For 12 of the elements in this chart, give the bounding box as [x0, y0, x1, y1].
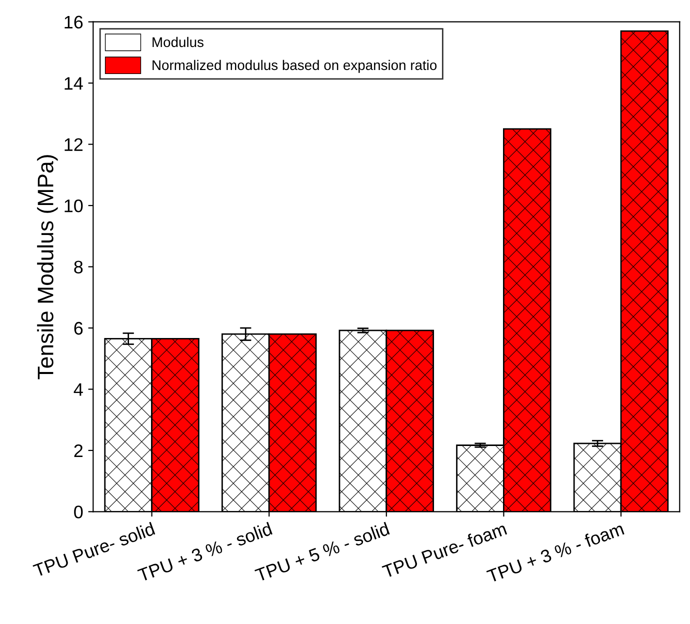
- y-tick-label: 2: [74, 444, 83, 457]
- y-tick-label: 10: [64, 199, 83, 212]
- y-tick-label: 6: [74, 322, 83, 335]
- y-tick-label: 0: [74, 506, 83, 518]
- y-tick-label: 16: [64, 16, 83, 29]
- y-tick-label: 14: [64, 77, 83, 90]
- legend-label: Normalized modulus based on expansion ratio: [152, 60, 437, 73]
- legend-label: Modulus: [152, 36, 204, 48]
- y-tick-label: 8: [74, 260, 83, 274]
- y-tick-label: 4: [74, 383, 83, 396]
- y-tick-label: 12: [64, 138, 83, 151]
- y-axis-title: Tensile Modulus (MPa): [37, 155, 58, 380]
